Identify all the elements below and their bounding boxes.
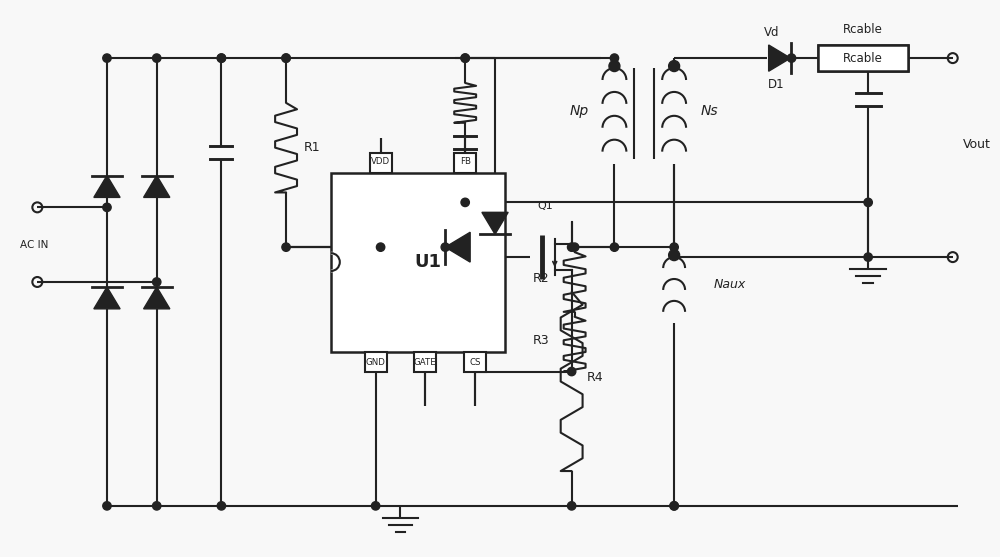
FancyBboxPatch shape: [464, 351, 486, 372]
Text: Rcable: Rcable: [843, 52, 883, 65]
Polygon shape: [482, 212, 508, 234]
Circle shape: [441, 243, 449, 251]
Circle shape: [103, 54, 111, 62]
FancyBboxPatch shape: [818, 45, 908, 71]
Circle shape: [864, 54, 872, 62]
FancyBboxPatch shape: [454, 153, 476, 173]
Text: GATE: GATE: [414, 358, 437, 367]
Circle shape: [461, 54, 469, 62]
Circle shape: [461, 54, 469, 62]
Circle shape: [103, 502, 111, 510]
Circle shape: [217, 502, 226, 510]
Text: FB: FB: [460, 157, 471, 166]
FancyBboxPatch shape: [331, 173, 505, 351]
Polygon shape: [445, 232, 470, 262]
Circle shape: [103, 203, 111, 212]
FancyBboxPatch shape: [818, 45, 908, 71]
Text: AC IN: AC IN: [20, 240, 49, 250]
Circle shape: [217, 54, 226, 62]
FancyBboxPatch shape: [370, 153, 392, 173]
Polygon shape: [94, 287, 120, 309]
Circle shape: [610, 243, 619, 251]
Text: Rcable: Rcable: [843, 23, 883, 36]
Text: Rcable: Rcable: [843, 52, 883, 65]
Circle shape: [567, 368, 576, 376]
Circle shape: [670, 502, 678, 510]
Text: R1: R1: [304, 141, 321, 154]
Polygon shape: [144, 287, 170, 309]
Text: Ns: Ns: [700, 104, 718, 118]
Circle shape: [282, 54, 290, 62]
Circle shape: [376, 243, 385, 251]
Text: VDD: VDD: [371, 157, 390, 166]
Circle shape: [371, 502, 380, 510]
Text: Naux: Naux: [714, 278, 746, 291]
Circle shape: [864, 198, 872, 207]
Circle shape: [461, 243, 469, 251]
Text: U1: U1: [414, 253, 441, 271]
Circle shape: [153, 502, 161, 510]
Circle shape: [610, 54, 619, 62]
Circle shape: [669, 250, 680, 261]
Circle shape: [567, 243, 576, 251]
Text: R2: R2: [533, 272, 550, 285]
Circle shape: [670, 243, 678, 251]
Circle shape: [461, 243, 469, 251]
Text: Vd: Vd: [764, 26, 779, 39]
Text: D1: D1: [768, 78, 785, 91]
Circle shape: [461, 198, 469, 207]
Circle shape: [153, 278, 161, 286]
Text: CS: CS: [469, 358, 481, 367]
Circle shape: [864, 253, 872, 261]
Circle shape: [669, 61, 680, 71]
Circle shape: [282, 54, 290, 62]
Circle shape: [217, 54, 226, 62]
FancyBboxPatch shape: [414, 351, 436, 372]
Text: Q1: Q1: [537, 201, 553, 211]
FancyBboxPatch shape: [365, 351, 387, 372]
Circle shape: [570, 243, 579, 251]
Circle shape: [153, 54, 161, 62]
Text: Vout: Vout: [963, 138, 991, 150]
Text: GND: GND: [366, 358, 386, 367]
Text: R3: R3: [533, 334, 550, 347]
Text: R4: R4: [587, 372, 603, 384]
Circle shape: [609, 61, 620, 71]
Circle shape: [787, 54, 796, 62]
Polygon shape: [94, 175, 120, 197]
Circle shape: [670, 502, 678, 510]
Polygon shape: [769, 45, 791, 71]
Circle shape: [567, 502, 576, 510]
Circle shape: [282, 243, 290, 251]
Text: Np: Np: [570, 104, 589, 118]
Polygon shape: [144, 175, 170, 197]
